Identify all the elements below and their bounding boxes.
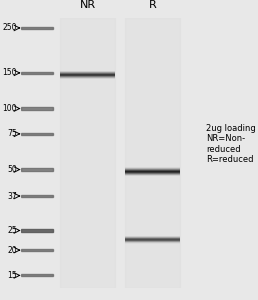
- Bar: [125, 172, 180, 173]
- Bar: [125, 174, 180, 175]
- Bar: [125, 168, 180, 169]
- Bar: [125, 173, 180, 174]
- Text: 15: 15: [7, 271, 17, 280]
- Bar: [21, 107, 53, 110]
- Bar: [21, 249, 53, 251]
- Bar: [125, 171, 180, 172]
- Bar: [125, 169, 180, 170]
- Bar: [21, 168, 53, 171]
- Text: 37: 37: [7, 191, 17, 200]
- Bar: [125, 18, 180, 288]
- Bar: [125, 169, 180, 170]
- Bar: [125, 175, 180, 176]
- Bar: [21, 72, 53, 74]
- Text: 150: 150: [3, 68, 17, 77]
- Bar: [21, 230, 53, 232]
- Text: 250: 250: [3, 23, 17, 32]
- Text: 75: 75: [7, 129, 17, 138]
- Text: 50: 50: [7, 165, 17, 174]
- Bar: [21, 27, 53, 29]
- Bar: [21, 195, 53, 197]
- Bar: [60, 18, 115, 288]
- Text: 100: 100: [3, 104, 17, 113]
- Bar: [125, 167, 180, 168]
- Bar: [21, 133, 53, 135]
- Text: NR: NR: [79, 0, 95, 10]
- Text: R: R: [149, 0, 156, 10]
- Bar: [125, 170, 180, 171]
- Text: 2ug loading
NR=Non-
reduced
R=reduced: 2ug loading NR=Non- reduced R=reduced: [206, 124, 256, 164]
- Bar: [21, 274, 53, 277]
- Text: 20: 20: [7, 246, 17, 255]
- Text: 25: 25: [7, 226, 17, 235]
